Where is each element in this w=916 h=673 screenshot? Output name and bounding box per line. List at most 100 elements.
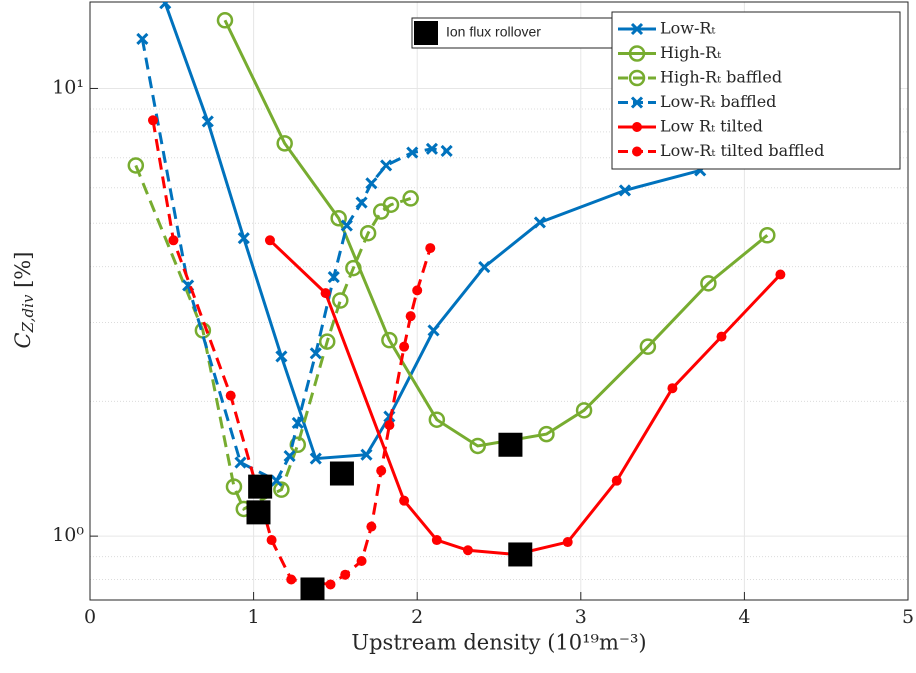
dot-marker xyxy=(632,122,642,132)
x-axis-label: Upstream density (10¹⁹m⁻³) xyxy=(351,631,646,655)
x-marker xyxy=(355,196,368,209)
dot-marker xyxy=(225,390,236,401)
legend-box xyxy=(411,17,613,49)
x-tick-label: 2 xyxy=(411,606,423,628)
legend-label: High-Rₜ baffled xyxy=(660,68,782,87)
circle-marker xyxy=(402,190,419,207)
legend-label: Low-Rₜ xyxy=(660,19,715,38)
circle-marker xyxy=(332,292,349,309)
legend-label: Ion flux rollover xyxy=(446,24,541,40)
x-marker xyxy=(283,449,296,463)
circle-marker xyxy=(639,338,657,355)
circle-marker xyxy=(428,411,446,428)
dot-marker xyxy=(425,243,436,254)
x-marker xyxy=(309,452,322,465)
circle-marker xyxy=(225,478,243,495)
x-marker xyxy=(533,216,546,229)
x-marker xyxy=(309,347,322,360)
square-marker xyxy=(246,500,271,525)
plot-frame xyxy=(89,1,909,601)
dot-marker xyxy=(667,383,678,394)
x-marker xyxy=(340,219,353,232)
x-marker xyxy=(270,474,283,487)
circle-marker xyxy=(273,481,290,498)
x-marker xyxy=(365,177,378,190)
x-tick-label: 3 xyxy=(575,606,587,628)
x-marker xyxy=(159,2,172,10)
x-marker xyxy=(630,96,644,109)
square-marker xyxy=(329,461,354,486)
y-tick-label: 10¹ xyxy=(52,76,84,98)
dot-marker xyxy=(325,579,336,590)
dot-marker xyxy=(286,574,297,585)
x-tick-label: 4 xyxy=(738,606,750,628)
legend-label: Low-Rₜ tilted baffled xyxy=(660,141,824,160)
circle-marker xyxy=(216,12,234,29)
x-marker xyxy=(478,261,491,274)
dot-marker xyxy=(168,235,179,246)
y-tick-label: 10⁰ xyxy=(52,524,84,546)
legend-label: Low Rₜ tilted xyxy=(660,117,763,136)
y-label-rest: [%] xyxy=(11,252,35,295)
x-tick-label: 1 xyxy=(248,606,260,628)
x-marker xyxy=(136,32,149,46)
dot-marker xyxy=(775,269,786,280)
square-marker xyxy=(498,432,523,457)
dot-marker xyxy=(147,115,158,126)
x-marker xyxy=(440,144,453,158)
circle-marker xyxy=(759,227,776,244)
dot-marker xyxy=(320,288,331,299)
x-marker xyxy=(234,456,247,469)
circle-marker xyxy=(700,275,717,292)
dot-marker xyxy=(412,285,423,296)
dot-marker xyxy=(356,555,367,566)
legend-box xyxy=(611,11,901,170)
circle-marker xyxy=(381,331,398,349)
x-tick-label: 5 xyxy=(902,606,914,628)
dot-marker xyxy=(340,569,351,580)
plot-content xyxy=(127,2,786,600)
circle-marker xyxy=(276,135,293,152)
square-marker xyxy=(300,577,325,600)
x-marker xyxy=(291,416,304,429)
dot-marker xyxy=(399,341,410,352)
series-line xyxy=(223,19,769,448)
y-label-sub: Z,div xyxy=(19,294,37,333)
x-tick-label: 0 xyxy=(84,606,96,628)
circle-marker xyxy=(127,157,145,174)
dot-marker xyxy=(264,235,275,246)
dot-marker xyxy=(716,331,727,342)
dot-marker xyxy=(366,521,377,532)
legend-label: High-Rₜ xyxy=(660,43,721,62)
x-marker xyxy=(427,324,440,337)
circle-marker xyxy=(359,224,377,242)
x-marker xyxy=(406,146,419,159)
circle-marker xyxy=(469,437,486,455)
dot-marker xyxy=(384,420,395,431)
dot-marker xyxy=(431,535,442,546)
series-line xyxy=(134,164,412,512)
x-marker xyxy=(380,159,393,172)
x-marker xyxy=(425,142,438,155)
square-marker xyxy=(248,474,273,499)
dot-marker xyxy=(399,495,410,506)
dot-marker xyxy=(632,146,642,157)
circle-marker xyxy=(575,402,593,419)
circle-marker xyxy=(628,69,646,87)
dot-marker xyxy=(611,475,622,486)
dot-marker xyxy=(462,545,473,556)
x-marker xyxy=(275,350,288,363)
x-marker xyxy=(327,271,340,284)
x-marker xyxy=(618,184,632,197)
square-marker xyxy=(508,542,533,567)
x-marker xyxy=(360,448,373,461)
x-marker xyxy=(201,115,214,128)
x-marker xyxy=(630,22,644,36)
square-marker xyxy=(414,21,438,45)
circle-marker xyxy=(628,45,646,62)
y-axis-label: CZ,div [%] xyxy=(11,252,38,349)
dot-marker xyxy=(562,537,573,548)
x-marker xyxy=(237,232,250,245)
circle-marker xyxy=(538,425,555,443)
